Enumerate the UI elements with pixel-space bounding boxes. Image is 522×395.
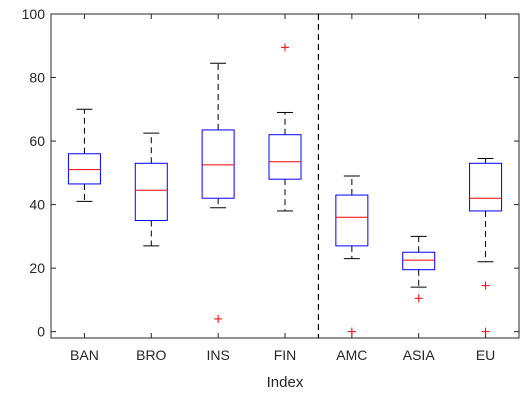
x-tick-label: BRO [136, 347, 166, 363]
outlier-marker [481, 281, 490, 290]
iqr-box [335, 194, 369, 247]
y-tick-label: 80 [29, 70, 45, 86]
y-tick-label: 100 [22, 6, 46, 22]
box-fin [268, 43, 302, 212]
x-tick-label: ASIA [403, 347, 436, 363]
y-axis: 0 20 40 60 80 100 [22, 6, 519, 340]
x-axis: BAN BRO INS FIN AMC ASIA EU [70, 14, 495, 363]
iqr-box [201, 129, 235, 199]
x-tick-label: EU [476, 347, 495, 363]
iqr-box [67, 153, 101, 185]
x-tick-label: AMC [336, 347, 367, 363]
box-eu [469, 158, 503, 336]
plot-area [50, 13, 520, 339]
iqr-box [469, 162, 503, 212]
outlier-marker [214, 314, 223, 323]
iqr-box [134, 162, 168, 221]
box-bro [134, 132, 168, 247]
y-tick-label: 20 [29, 260, 45, 276]
outlier-marker [347, 327, 356, 336]
box-ins [201, 62, 235, 323]
outlier-marker [481, 327, 490, 336]
y-tick-label: 60 [29, 133, 45, 149]
box-asia [402, 235, 436, 303]
iqr-box [268, 134, 302, 180]
box-ban [67, 108, 101, 202]
y-tick-label: 0 [37, 324, 45, 340]
boxes-layer [67, 43, 503, 336]
x-tick-label: BAN [70, 347, 99, 363]
outlier-marker [281, 43, 289, 52]
x-tick-label: FIN [274, 347, 297, 363]
y-tick-label: 40 [29, 197, 45, 213]
box-amc [335, 175, 369, 336]
outlier-marker [414, 294, 423, 303]
x-axis-label: Index [267, 374, 304, 391]
iqr-box [402, 251, 436, 271]
x-tick-label: INS [206, 347, 229, 363]
